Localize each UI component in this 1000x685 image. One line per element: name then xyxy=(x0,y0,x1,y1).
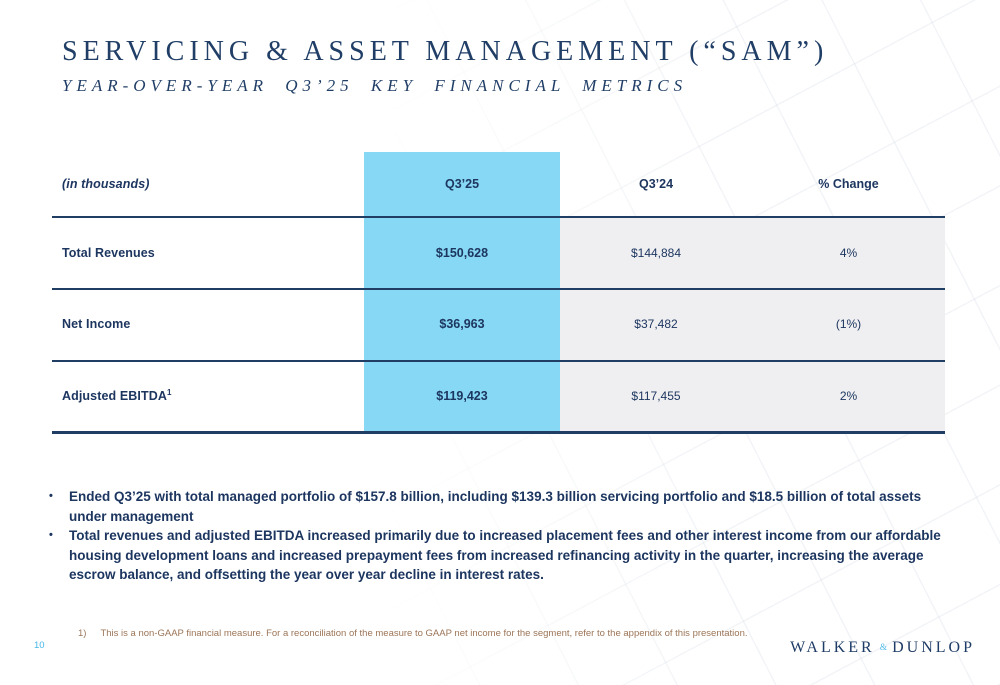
value-q324: $117,455 xyxy=(631,388,681,403)
column-header-q325: Q3’25 xyxy=(444,177,480,191)
row-shading-total-revenues xyxy=(560,217,945,288)
q325-highlight-column xyxy=(364,152,560,433)
page-title: SERVICING & ASSET MANAGEMENT (“SAM”) xyxy=(62,36,829,67)
table-rule-header xyxy=(52,216,945,218)
logo-ampersand: & xyxy=(879,643,888,653)
bullet-text: Total revenues and adjusted EBITDA incre… xyxy=(69,528,941,582)
financial-metrics-table: (in thousands) Q3’25 Q3’24 % Change Tota… xyxy=(52,152,945,434)
table-rule-1 xyxy=(52,288,945,290)
page-subtitle: YEAR-OVER-YEAR Q3’25 KEY FINANCIAL METRI… xyxy=(62,76,688,95)
table-row-net-income: Net Income $36,963 $37,482 (1%) xyxy=(52,288,945,360)
logo-dunlop-text: DUNLOP xyxy=(892,639,975,656)
key-takeaways-list: Ended Q3’25 with total managed portfolio… xyxy=(42,487,947,585)
column-header-pct-change: % Change xyxy=(818,177,879,191)
row-label: Adjusted EBITDA1 xyxy=(52,387,364,403)
units-label: (in thousands) xyxy=(62,177,150,191)
value-q324: $144,884 xyxy=(630,245,682,260)
row-shading-net-income xyxy=(560,288,945,360)
value-q324: $37,482 xyxy=(634,317,678,331)
bullet-item-portfolio: Ended Q3’25 with total managed portfolio… xyxy=(42,487,947,526)
logo-walker-text: WALKER xyxy=(790,639,875,656)
column-header-q324: Q3’24 xyxy=(638,177,674,191)
row-label-text: Adjusted EBITDA xyxy=(62,388,167,403)
walker-dunlop-logo: WALKER & DUNLOP xyxy=(790,639,975,657)
row-label: Total Revenues xyxy=(62,245,155,260)
table-header-row: (in thousands) Q3’25 Q3’24 % Change xyxy=(52,152,945,216)
row-shading-adjusted-ebitda xyxy=(560,360,945,432)
footnote-text: This is a non-GAAP financial measure. Fo… xyxy=(100,628,748,639)
table-rule-2 xyxy=(52,360,945,362)
footnote: 1) This is a non-GAAP financial measure. … xyxy=(78,628,748,639)
table-row-adjusted-ebitda: Adjusted EBITDA1 $119,423 $117,455 2% xyxy=(52,360,945,431)
value-q325: $150,628 xyxy=(435,245,489,260)
footnote-reference-superscript: 1 xyxy=(166,387,172,397)
bullet-text: Ended Q3’25 with total managed portfolio… xyxy=(69,489,922,524)
value-pct-change: 2% xyxy=(839,388,858,403)
row-label: Net Income xyxy=(62,317,131,331)
footnote-marker: 1) xyxy=(78,628,87,639)
value-pct-change: 4% xyxy=(839,245,858,260)
value-q325: $36,963 xyxy=(439,317,485,331)
value-q325: $119,423 xyxy=(436,388,488,403)
value-pct-change: (1%) xyxy=(835,317,862,331)
bullet-item-revenue-drivers: Total revenues and adjusted EBITDA incre… xyxy=(42,526,947,585)
table-row-total-revenues: Total Revenues $150,628 $144,884 4% xyxy=(52,217,945,288)
table-rule-bottom xyxy=(52,431,945,434)
page-number: 10 xyxy=(34,640,45,651)
